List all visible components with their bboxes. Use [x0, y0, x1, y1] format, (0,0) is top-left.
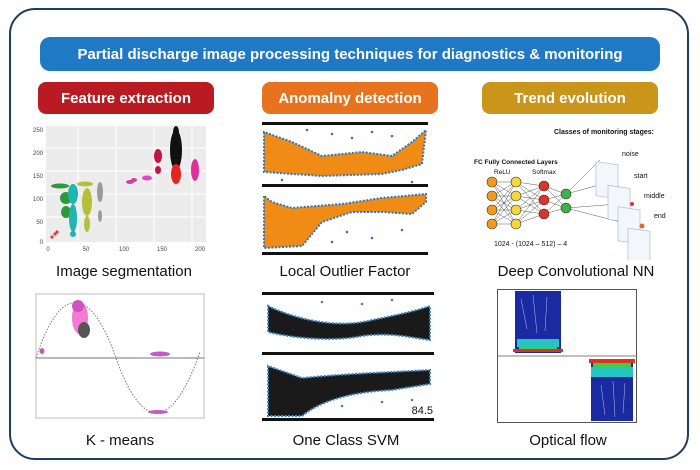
- seg-ytick: 150: [33, 174, 44, 180]
- seg-cluster-red: [50, 230, 59, 239]
- main-title-banner: Partial discharge image processing techn…: [40, 37, 660, 71]
- optical-flow-image: [497, 289, 637, 423]
- image-segmentation-chart: 250 200 150 100 50 0 0 50 100 150 200: [33, 126, 206, 253]
- seg-cluster-teal: [68, 184, 78, 237]
- seg-cluster-magenta: [126, 178, 137, 184]
- outer-frame: [9, 8, 689, 460]
- header-trend-evolution: Trend evolution: [482, 82, 658, 114]
- seg-xtick: 150: [157, 247, 168, 253]
- seg-cluster-olive: [77, 181, 93, 232]
- cnn-softmax-label: Softmax: [532, 169, 557, 176]
- caption-deep-cnn: Deep Convolutional NN: [497, 263, 655, 280]
- seg-xtick: 50: [83, 247, 90, 253]
- seg-cluster-mid-magenta: [142, 175, 152, 181]
- cnn-stages-title: Classes of monitoring stages:: [554, 129, 654, 136]
- lof-outlier-points: [280, 128, 414, 244]
- caption-image-segmentation: Image segmentation: [56, 263, 192, 280]
- caption-optical-flow: Optical flow: [529, 432, 607, 449]
- cnn-stage-end: end: [654, 213, 666, 220]
- ocsvm-outlier-points: [320, 298, 414, 408]
- seg-ytick: 50: [36, 220, 43, 226]
- seg-cluster-green: [51, 183, 72, 218]
- caption-local-outlier-factor: Local Outlier Factor: [279, 263, 411, 280]
- caption-k-means: K - means: [85, 432, 155, 449]
- seg-xtick: 0: [46, 247, 50, 253]
- kmeans-cluster-right: [150, 351, 170, 357]
- seg-ytick: 0: [40, 240, 44, 246]
- cnn-stage-cards: [595, 161, 651, 260]
- cnn-fc-title: FC Fully Connected Layers: [474, 159, 558, 166]
- kmeans-cluster-bottom: [148, 410, 168, 414]
- optical-flow-lower: [589, 359, 635, 421]
- seg-cluster-red2: [171, 164, 181, 184]
- kmeans-cluster-main: [72, 300, 90, 338]
- cnn-stage-middle: middle: [644, 193, 665, 200]
- optical-flow-upper: [513, 291, 563, 353]
- header-anomaly-detection: Anomalny detection: [262, 82, 438, 114]
- seg-xtick: 200: [195, 247, 206, 253]
- seg-cluster-black: [170, 126, 182, 170]
- k-means-chart: [35, 293, 205, 419]
- cnn-relu-label: ReLU: [494, 169, 511, 176]
- seg-cluster-crimson: [154, 149, 162, 174]
- seg-cluster-pink: [191, 159, 199, 181]
- cnn-stage-start: start: [634, 173, 648, 180]
- cnn-neurons: [486, 176, 572, 230]
- ocsvm-value-label: 84.5: [412, 405, 433, 417]
- one-class-svm-image: 84.5: [262, 292, 434, 422]
- seg-cluster-gray: [97, 182, 103, 222]
- seg-ytick: 250: [33, 128, 44, 134]
- deep-cnn-diagram: Classes of monitoring stages: FC Fully C…: [474, 129, 666, 260]
- cnn-formula: 1024 - (1024 – 512) – 4: [494, 241, 567, 248]
- seg-ytick: 100: [33, 197, 44, 203]
- seg-ytick: 200: [33, 151, 44, 157]
- cnn-stage-noise: noise: [622, 151, 639, 158]
- local-outlier-factor-image: [262, 122, 428, 257]
- header-feature-extraction: Feature extraction: [38, 82, 214, 114]
- seg-xtick: 100: [119, 247, 130, 253]
- kmeans-cluster-left: [39, 348, 45, 354]
- caption-one-class-svm: One Class SVM: [292, 432, 400, 449]
